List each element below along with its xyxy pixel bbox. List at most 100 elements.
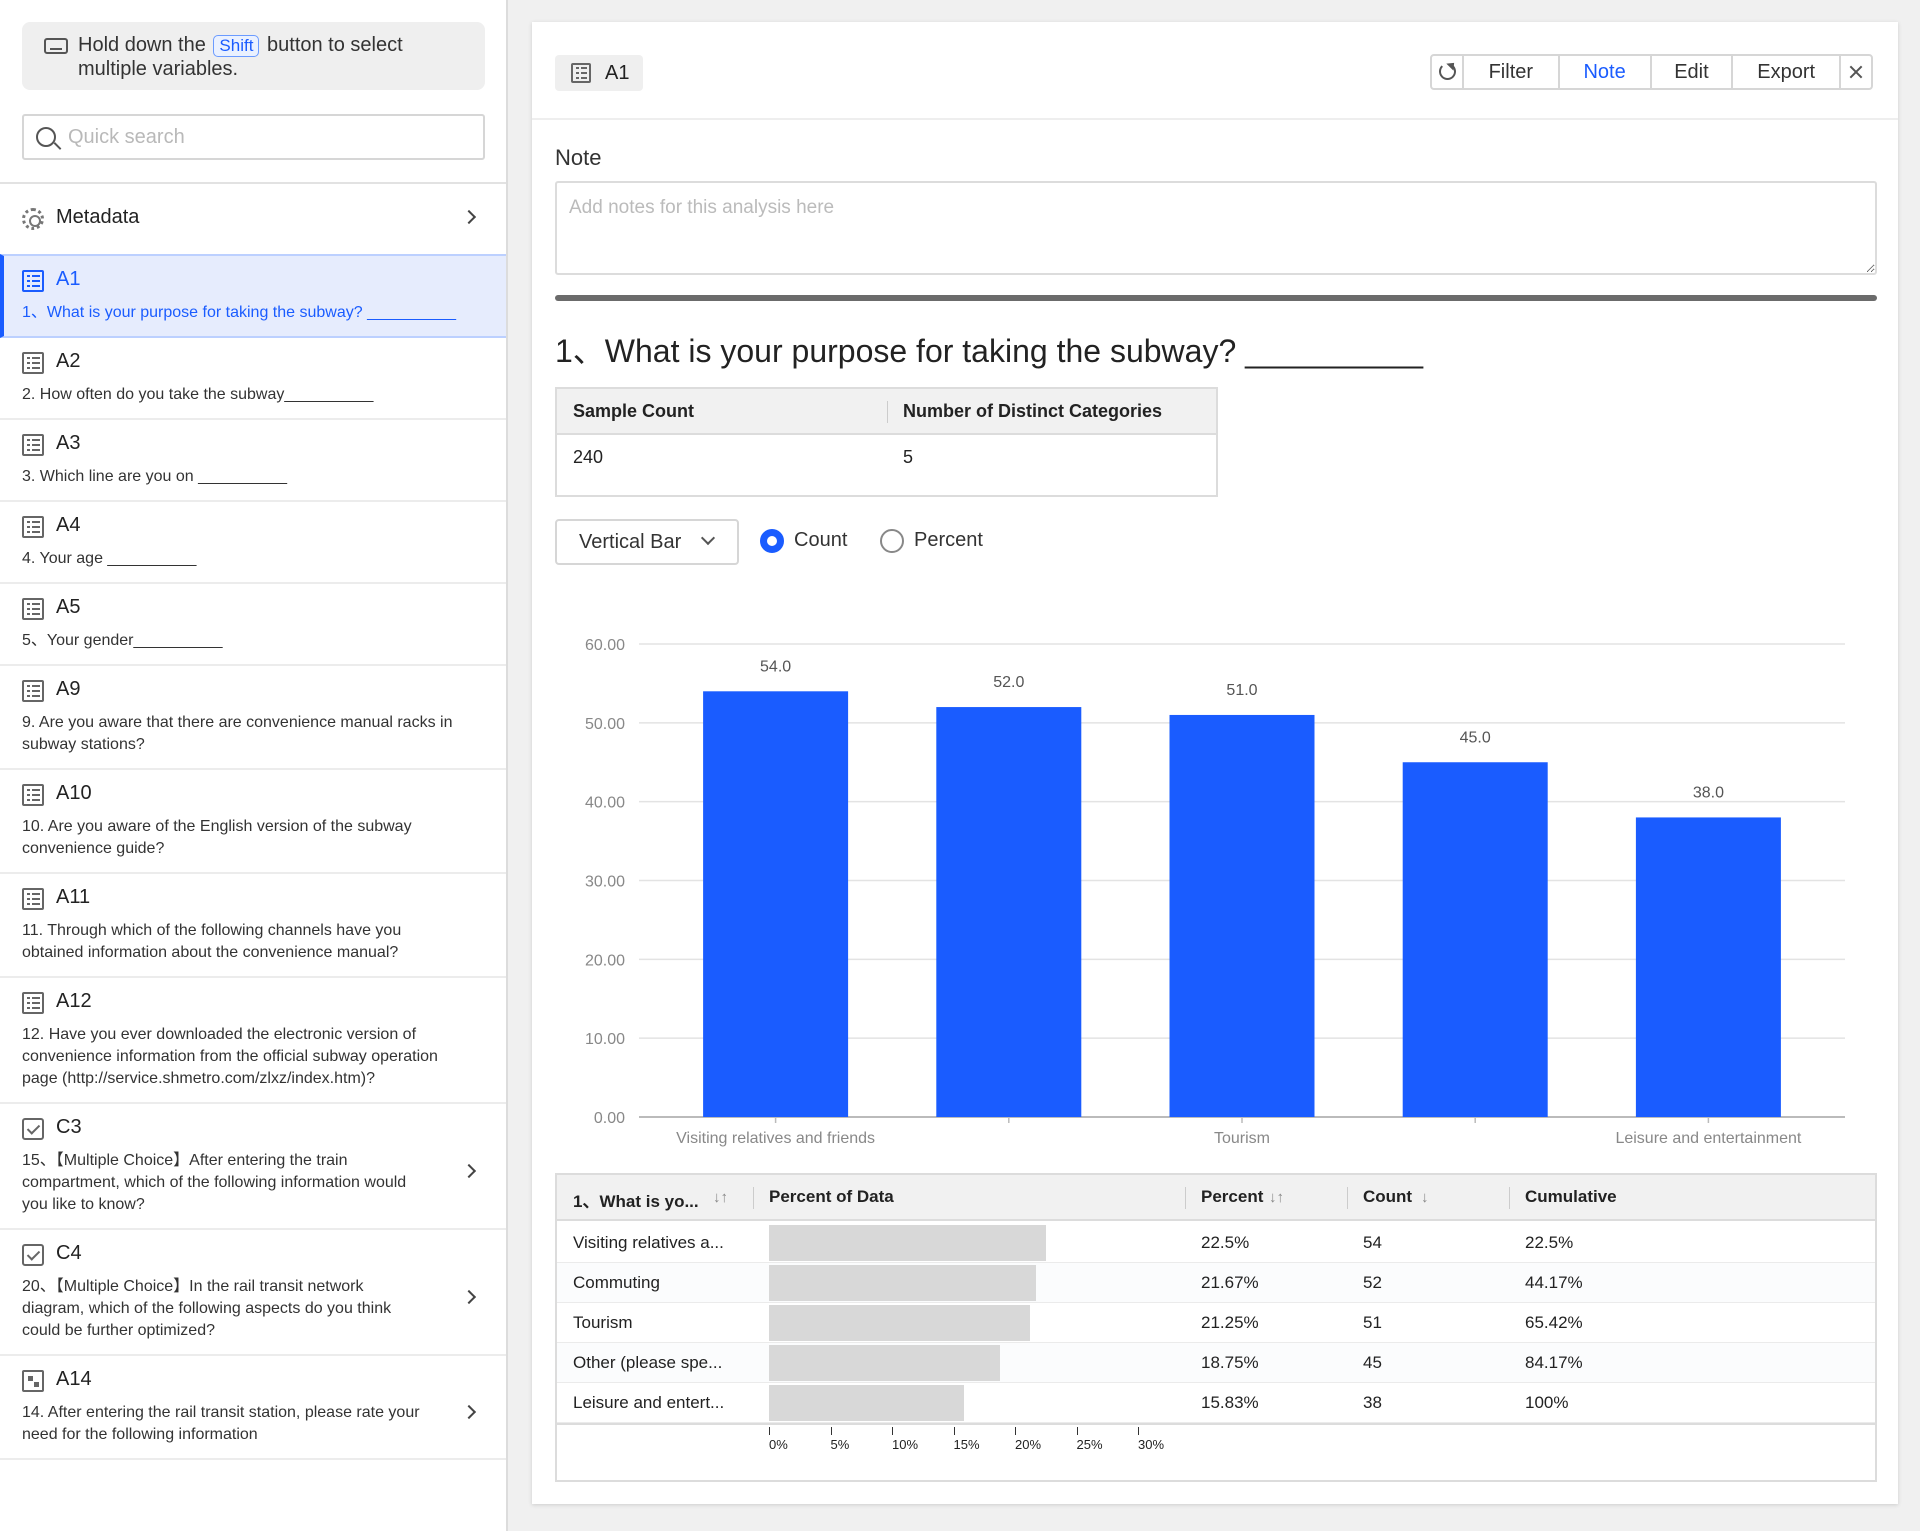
bar[interactable] <box>1169 714 1315 1117</box>
refresh-icon <box>1439 63 1456 80</box>
tip-text-after: button to select multiple variables. <box>78 34 403 80</box>
list-icon <box>22 352 44 374</box>
list-icon <box>22 784 44 806</box>
question-title: 1、What is your purpose for taking the su… <box>555 333 1424 369</box>
frequency-table: 1、What is yo... ↓↑ Percent of Data Perce… <box>555 1173 1877 1482</box>
y-tick-label: 0.00 <box>594 1110 625 1127</box>
count-value: 51 <box>1363 1313 1382 1332</box>
percent-bar <box>769 1225 1046 1261</box>
sidebar-item-code: A11 <box>56 886 91 908</box>
axis-tick <box>769 1427 770 1435</box>
search-icon <box>36 127 56 147</box>
bar-value-label: 51.0 <box>1226 682 1257 699</box>
axis-tick-label: 0% <box>769 1437 788 1452</box>
axis-tick-label: 20% <box>1015 1437 1042 1452</box>
search-input[interactable] <box>68 123 468 151</box>
chart-type-value: Vertical Bar <box>579 531 682 553</box>
percent-value: 22.5% <box>1201 1233 1250 1252</box>
metadata-row[interactable]: Metadata <box>0 184 506 254</box>
sort-icon[interactable]: ↓↑ <box>1269 1189 1284 1206</box>
header-divider <box>532 118 1898 120</box>
shift-key-badge: Shift <box>213 35 260 57</box>
count-radio-label[interactable]: Count <box>794 529 848 551</box>
summary-stats-table: Sample Count Number of Distinct Categori… <box>555 387 1218 497</box>
edit-button[interactable]: Edit <box>1652 56 1734 88</box>
sidebar-item-c3[interactable]: C3 15、【Multiple Choice】After entering the… <box>0 1104 506 1230</box>
sidebar-item-a11[interactable]: A11 11. Through which of the following ch… <box>0 874 506 978</box>
variable-list: A1 1、What is your purpose for taking the … <box>0 254 506 1460</box>
chevron-down-icon <box>700 530 716 546</box>
var-column-header[interactable]: 1、What is yo... <box>573 1192 699 1211</box>
sidebar-item-description: 1、What is your purpose for taking the su… <box>22 304 457 321</box>
sidebar-item-code: A2 <box>56 350 81 372</box>
variable-tag-label: A1 <box>605 62 630 84</box>
sidebar-item-code: A12 <box>56 990 92 1012</box>
sidebar-item-a12[interactable]: A12 12. Have you ever downloaded the elec… <box>0 978 506 1104</box>
column-separator <box>1347 1187 1348 1209</box>
checkbox-icon <box>22 1118 44 1140</box>
count-value: 54 <box>1363 1233 1382 1252</box>
percent-axis-line <box>557 1423 1875 1425</box>
refresh-button[interactable] <box>1432 56 1464 88</box>
chevron-right-icon[interactable] <box>461 1404 477 1420</box>
sidebar-item-description: 15、【Multiple Choice】After entering the t… <box>22 1152 407 1213</box>
axis-tick <box>1015 1427 1016 1435</box>
chevron-right-icon[interactable] <box>461 1163 477 1179</box>
count-radio[interactable] <box>760 529 784 553</box>
bar[interactable] <box>1635 817 1781 1117</box>
list-icon <box>22 680 44 702</box>
metadata-label: Metadata <box>56 206 140 228</box>
close-button[interactable] <box>1841 56 1871 88</box>
sort-icon[interactable]: ↓↑ <box>713 1189 728 1206</box>
axis-tick <box>830 1427 832 1435</box>
bar[interactable] <box>703 691 849 1117</box>
sidebar-item-c4[interactable]: C4 20、【Multiple Choice】In the rail transi… <box>0 1230 506 1356</box>
column-separator <box>1185 1187 1186 1209</box>
sidebar-item-code: A5 <box>56 596 81 618</box>
bar-value-label: 45.0 <box>1460 729 1491 746</box>
note-button[interactable]: Note <box>1560 56 1652 88</box>
variable-tag: A1 <box>555 55 643 91</box>
filter-button[interactable]: Filter <box>1464 56 1560 88</box>
y-tick-label: 40.00 <box>585 795 625 812</box>
axis-tick-label: 10% <box>892 1437 919 1452</box>
sidebar-item-a4[interactable]: A4 4. Your age __________ <box>0 502 506 584</box>
category-label: Commuting <box>573 1273 660 1292</box>
sidebar-item-a2[interactable]: A2 2. How often do you take the subway___… <box>0 338 506 420</box>
sidebar-item-code: A9 <box>56 678 81 700</box>
panel-toolbar: Filter Note Edit Export <box>1430 54 1873 90</box>
count-column-header[interactable]: Count <box>1363 1187 1413 1206</box>
sidebar-item-code: A10 <box>56 782 92 804</box>
sidebar-item-a5[interactable]: A5 5、Your gender__________ <box>0 584 506 666</box>
percent-radio[interactable] <box>880 529 904 553</box>
chart-type-select[interactable]: Vertical Bar <box>555 519 739 565</box>
bar[interactable] <box>1402 762 1548 1117</box>
bar[interactable] <box>936 707 1082 1117</box>
sort-desc-icon[interactable]: ↓ <box>1421 1189 1429 1206</box>
sidebar-item-a10[interactable]: A10 10. Are you aware of the English vers… <box>0 770 506 874</box>
frequency-table-header: 1、What is yo... ↓↑ Percent of Data Perce… <box>557 1175 1875 1221</box>
sidebar-item-a3[interactable]: A3 3. Which line are you on __________ <box>0 420 506 502</box>
y-tick-label: 20.00 <box>585 952 625 969</box>
sample-count-value: 240 <box>573 447 604 467</box>
sidebar-item-description: 11. Through which of the following chann… <box>22 922 402 961</box>
sidebar-item-a14[interactable]: A14 14. After entering the rail transit s… <box>0 1356 506 1460</box>
categories-value: 5 <box>903 447 914 467</box>
chevron-right-icon[interactable] <box>461 1289 477 1305</box>
percent-column-header[interactable]: Percent <box>1201 1187 1264 1206</box>
axis-tick-label: 25% <box>1076 1437 1103 1452</box>
analysis-panel: A1 Filter Note Edit Export Note 1、What i… <box>532 22 1898 1504</box>
export-button[interactable]: Export <box>1733 56 1842 88</box>
percent-radio-label[interactable]: Percent <box>914 529 983 551</box>
sidebar-item-a1[interactable]: A1 1、What is your purpose for taking the … <box>0 254 506 338</box>
sidebar-item-description: 14. After entering the rail transit stat… <box>22 1404 420 1443</box>
cumulative-value: 65.42% <box>1525 1313 1583 1332</box>
sidebar-item-code: A4 <box>56 514 81 536</box>
sidebar-item-a9[interactable]: A9 9. Are you aware that there are conven… <box>0 666 506 770</box>
list-icon <box>22 516 44 538</box>
count-value: 45 <box>1363 1353 1382 1372</box>
sidebar-item-description: 3. Which line are you on __________ <box>22 468 288 485</box>
note-textarea[interactable] <box>555 181 1877 275</box>
list-icon <box>571 63 591 83</box>
table-row: Commuting 21.67% 52 44.17% <box>557 1263 1875 1303</box>
